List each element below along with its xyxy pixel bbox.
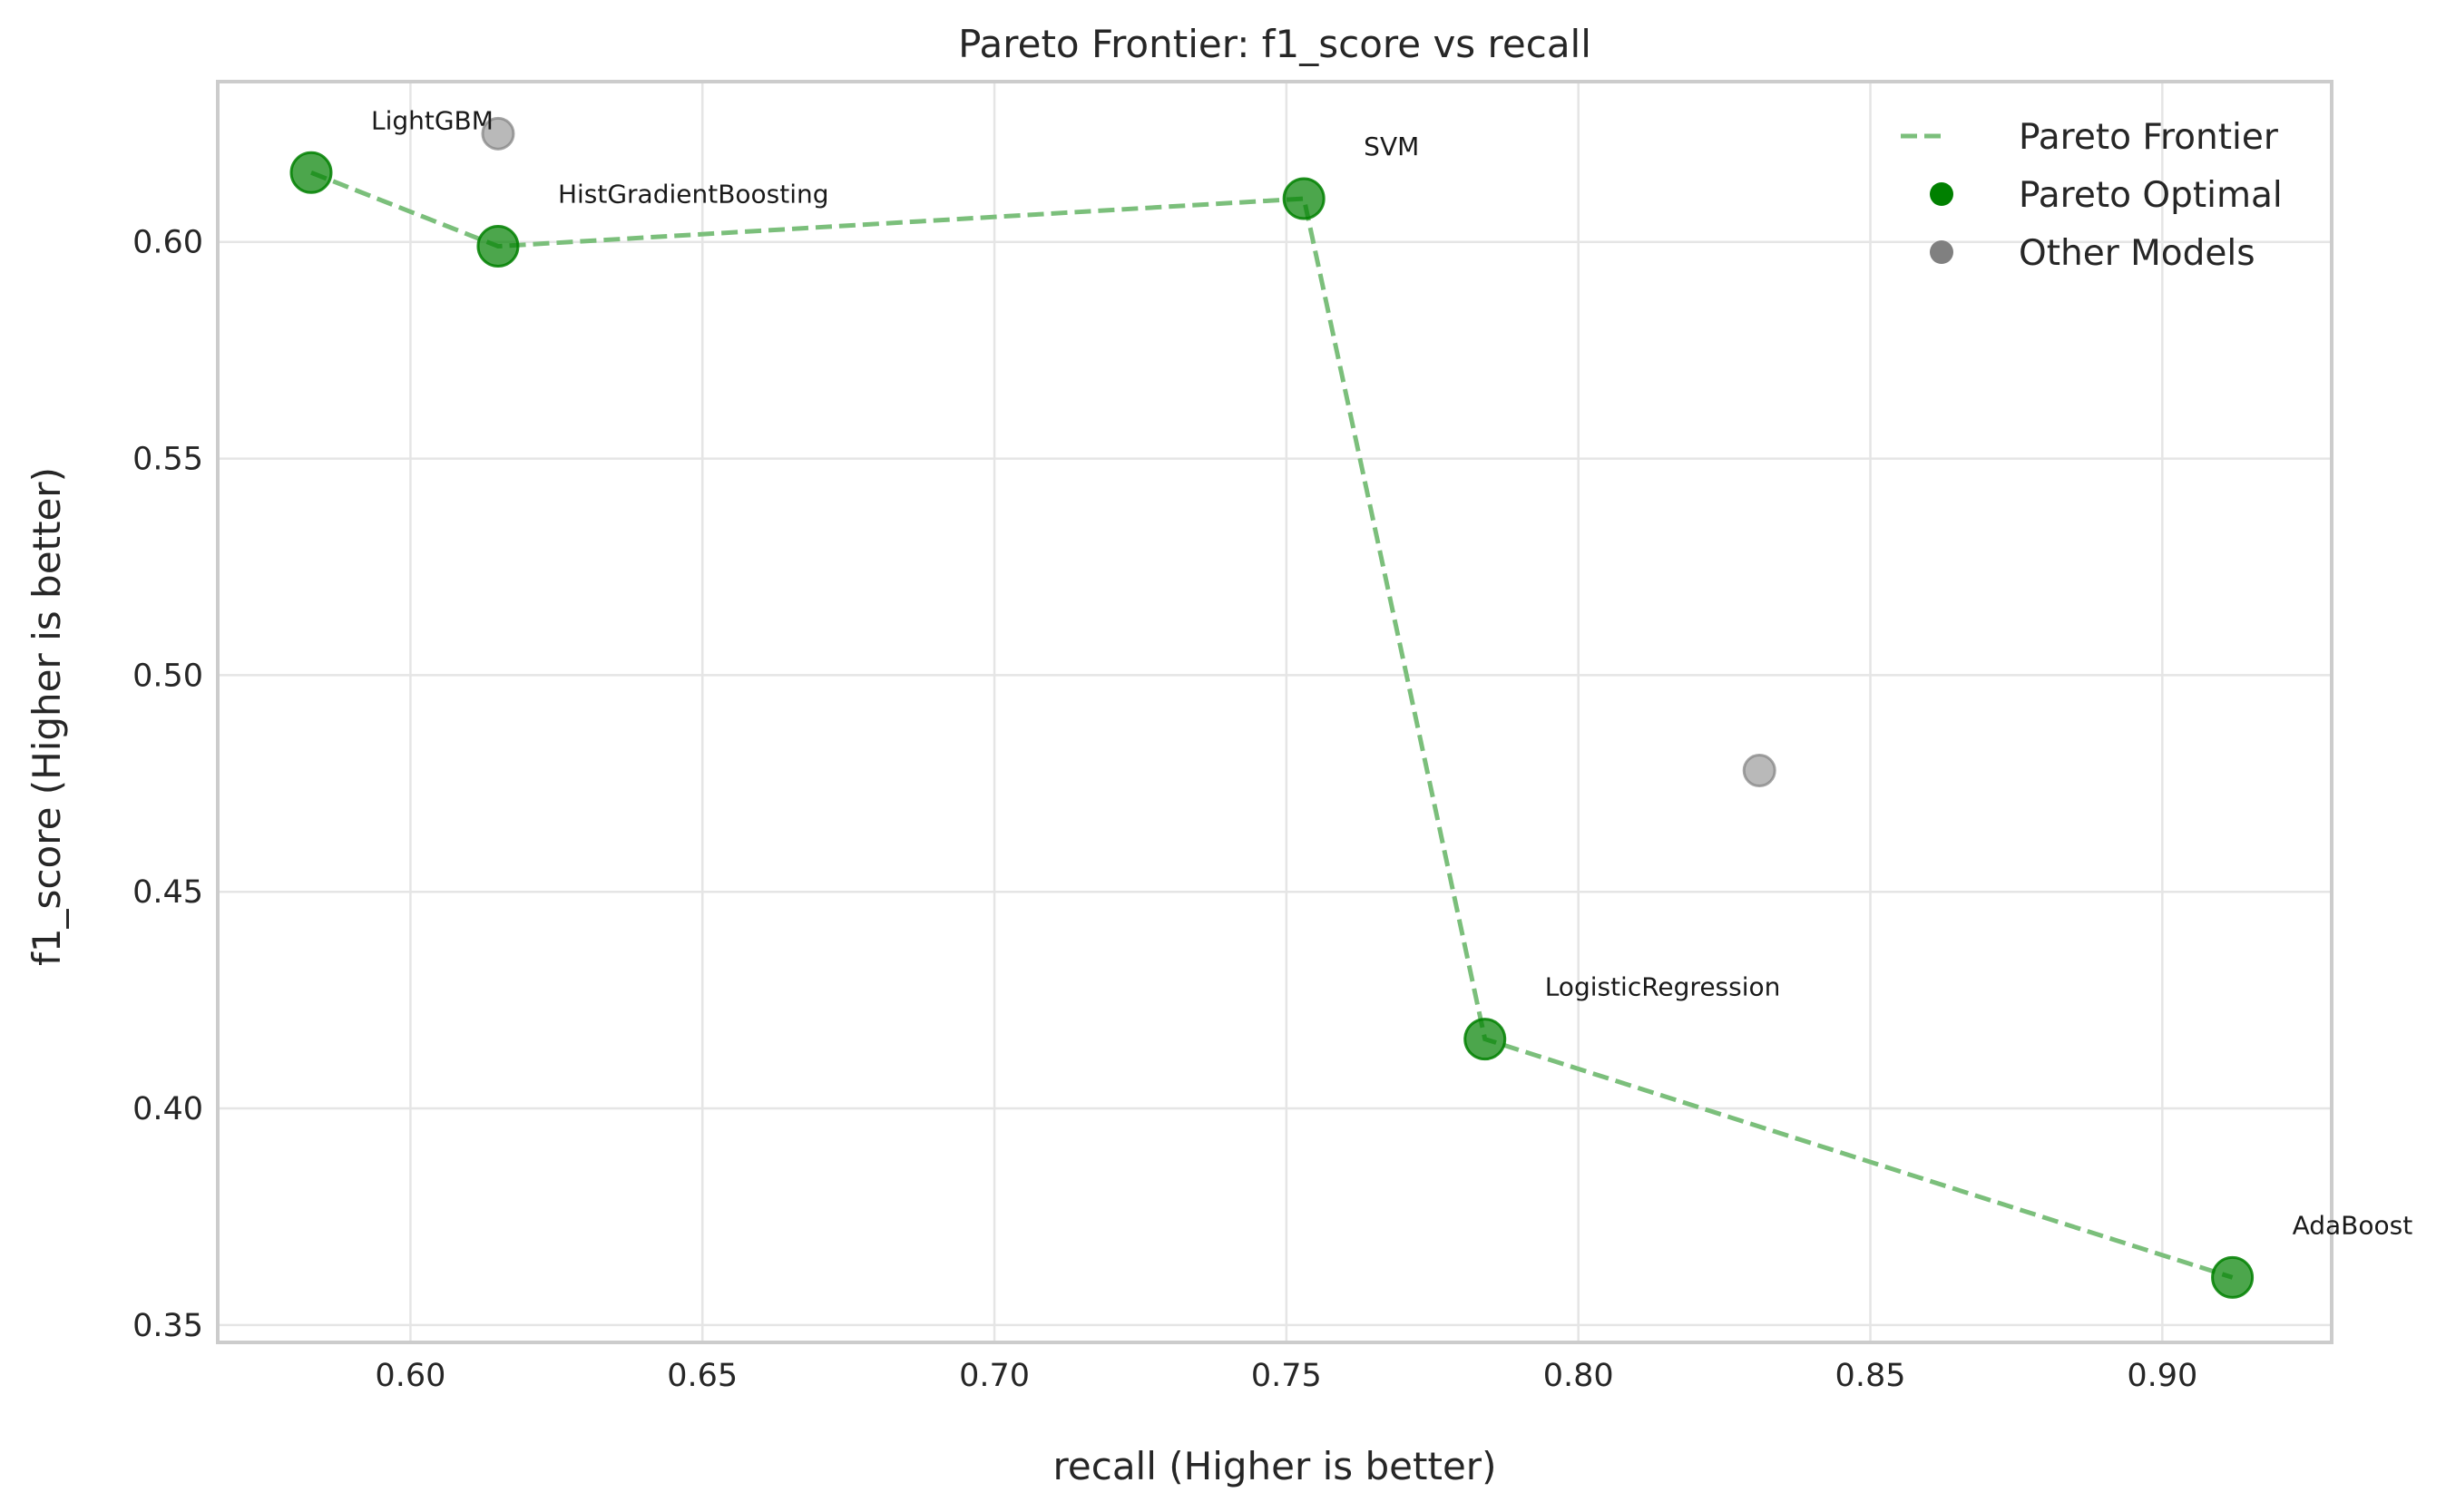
y-tick-label: 0.45 <box>132 874 203 911</box>
x-tick-label: 0.65 <box>667 1358 738 1394</box>
x-tick-label: 0.75 <box>1251 1358 1322 1394</box>
pareto-frontier-line <box>310 170 2234 1280</box>
other-model-point <box>481 116 515 151</box>
pareto-optimal-point <box>1282 177 1326 220</box>
legend-label: Pareto Optimal <box>2019 175 2283 216</box>
grid-lines <box>218 82 2332 1342</box>
x-tick-label: 0.80 <box>1543 1358 1614 1394</box>
x-tick-label: 0.70 <box>959 1358 1030 1394</box>
point-label: AdaBoost <box>2293 1210 2413 1240</box>
pareto-optimal-point <box>1463 1018 1507 1061</box>
point-label: HistGradientBoosting <box>558 180 829 210</box>
frontier-line-layer <box>310 170 2234 1280</box>
legend: Pareto Frontier Pareto Optimal Other Model… <box>1901 117 2283 274</box>
point-labels-layer: LightGBM HistGradientBoosting SVM LogisticR… <box>371 105 2412 1240</box>
y-axis-label: f1_score (Higher is better) <box>24 467 69 966</box>
legend-other-swatch <box>1930 240 1953 264</box>
legend-pareto-swatch <box>1930 182 1953 206</box>
y-tick-label: 0.60 <box>132 225 203 261</box>
y-axis-ticks: 0.35 0.40 0.45 0.50 0.55 0.60 <box>132 225 203 1344</box>
pareto-optimal-point <box>289 151 333 194</box>
y-tick-label: 0.50 <box>132 658 203 694</box>
other-model-point <box>1742 753 1776 787</box>
x-tick-label: 0.60 <box>375 1358 445 1394</box>
pareto-optimal-point <box>476 225 520 268</box>
x-tick-label: 0.85 <box>1835 1358 1906 1394</box>
legend-label: Other Models <box>2019 233 2255 274</box>
y-tick-label: 0.55 <box>132 442 203 478</box>
plot-frame <box>216 80 2333 1344</box>
points-layer <box>289 116 2255 1299</box>
plot-border <box>216 80 2333 1344</box>
y-tick-label: 0.40 <box>132 1091 203 1127</box>
point-label: LightGBM <box>371 105 494 135</box>
x-axis-label: recall (Higher is better) <box>1053 1444 1497 1488</box>
legend-label: Pareto Frontier <box>2019 117 2279 158</box>
point-label: SVM <box>1364 132 1419 161</box>
pareto-optimal-point <box>2211 1255 2255 1299</box>
chart-title: Pareto Frontier: f1_score vs recall <box>958 22 1591 66</box>
x-axis-ticks: 0.60 0.65 0.70 0.75 0.80 0.85 0.90 <box>375 1358 2197 1394</box>
x-tick-label: 0.90 <box>2127 1358 2197 1394</box>
point-label: LogisticRegression <box>1545 972 1781 1002</box>
y-tick-label: 0.35 <box>132 1308 203 1344</box>
